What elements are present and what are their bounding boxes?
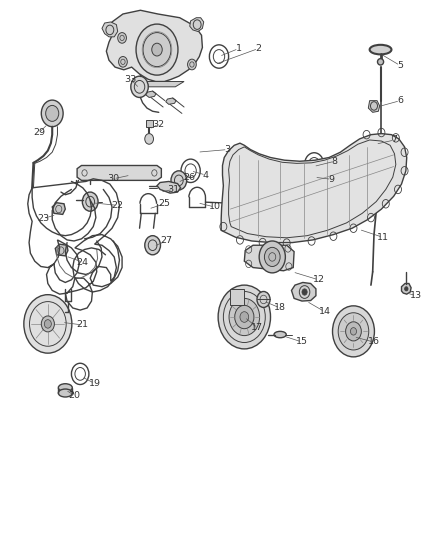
Polygon shape — [291, 282, 316, 301]
Text: 32: 32 — [153, 119, 165, 128]
Polygon shape — [55, 244, 68, 256]
Text: 22: 22 — [112, 201, 124, 210]
Text: 7: 7 — [392, 135, 398, 144]
Text: 23: 23 — [37, 214, 49, 223]
Circle shape — [46, 106, 59, 122]
Circle shape — [145, 236, 160, 255]
Polygon shape — [230, 289, 244, 305]
Circle shape — [136, 24, 178, 75]
Circle shape — [118, 33, 127, 43]
Circle shape — [350, 328, 357, 335]
Text: 24: 24 — [77, 258, 89, 266]
Text: 4: 4 — [203, 171, 209, 180]
Text: 30: 30 — [107, 174, 120, 183]
Ellipse shape — [274, 332, 286, 338]
Circle shape — [235, 305, 254, 329]
Circle shape — [44, 320, 51, 328]
Text: 12: 12 — [313, 275, 325, 284]
Polygon shape — [146, 120, 152, 127]
Text: 17: 17 — [251, 323, 263, 332]
Polygon shape — [402, 284, 411, 294]
Circle shape — [171, 171, 187, 190]
Circle shape — [229, 298, 260, 336]
Text: 13: 13 — [410, 291, 422, 300]
Ellipse shape — [58, 384, 72, 392]
Circle shape — [82, 192, 98, 211]
Circle shape — [187, 59, 196, 70]
Text: 29: 29 — [33, 128, 45, 137]
Text: 18: 18 — [274, 303, 286, 312]
Text: 16: 16 — [367, 337, 380, 346]
Text: 31: 31 — [167, 185, 179, 194]
Circle shape — [24, 295, 72, 353]
Circle shape — [41, 100, 63, 127]
Circle shape — [119, 56, 127, 67]
Circle shape — [259, 241, 286, 273]
Text: 2: 2 — [255, 44, 261, 53]
Circle shape — [143, 33, 171, 67]
Circle shape — [332, 306, 374, 357]
Circle shape — [306, 169, 322, 188]
Text: 14: 14 — [319, 307, 331, 316]
Circle shape — [240, 312, 249, 322]
Text: 8: 8 — [332, 157, 338, 166]
Circle shape — [152, 43, 162, 56]
Polygon shape — [146, 91, 156, 98]
Circle shape — [338, 313, 369, 350]
Polygon shape — [141, 82, 184, 87]
Text: 27: 27 — [161, 237, 173, 246]
Polygon shape — [157, 181, 180, 193]
Circle shape — [346, 322, 361, 341]
Ellipse shape — [58, 389, 72, 397]
Circle shape — [302, 289, 307, 295]
Circle shape — [218, 285, 271, 349]
Polygon shape — [166, 98, 176, 104]
Text: 5: 5 — [397, 61, 403, 70]
Polygon shape — [244, 245, 294, 271]
Text: 6: 6 — [397, 96, 403, 105]
Polygon shape — [106, 10, 202, 82]
Text: 11: 11 — [377, 233, 389, 242]
Text: 19: 19 — [88, 379, 101, 388]
Polygon shape — [52, 203, 65, 214]
Text: 21: 21 — [77, 320, 89, 329]
Text: 26: 26 — [184, 173, 195, 182]
Circle shape — [41, 316, 54, 332]
Text: 1: 1 — [236, 44, 242, 53]
Polygon shape — [368, 101, 380, 112]
Text: 33: 33 — [125, 75, 137, 84]
Circle shape — [405, 287, 408, 291]
Text: 15: 15 — [296, 337, 308, 346]
Text: 9: 9 — [328, 175, 335, 184]
Polygon shape — [221, 134, 407, 243]
Text: 20: 20 — [68, 391, 80, 400]
Circle shape — [257, 292, 270, 308]
Ellipse shape — [370, 45, 392, 54]
Text: 25: 25 — [159, 199, 170, 208]
Circle shape — [131, 76, 148, 98]
Text: 10: 10 — [208, 203, 221, 212]
Text: 3: 3 — [225, 145, 231, 154]
Polygon shape — [102, 22, 118, 37]
Polygon shape — [367, 140, 378, 152]
Ellipse shape — [378, 59, 384, 65]
Polygon shape — [77, 165, 161, 180]
Circle shape — [265, 247, 280, 266]
Circle shape — [145, 134, 153, 144]
Polygon shape — [190, 18, 204, 31]
